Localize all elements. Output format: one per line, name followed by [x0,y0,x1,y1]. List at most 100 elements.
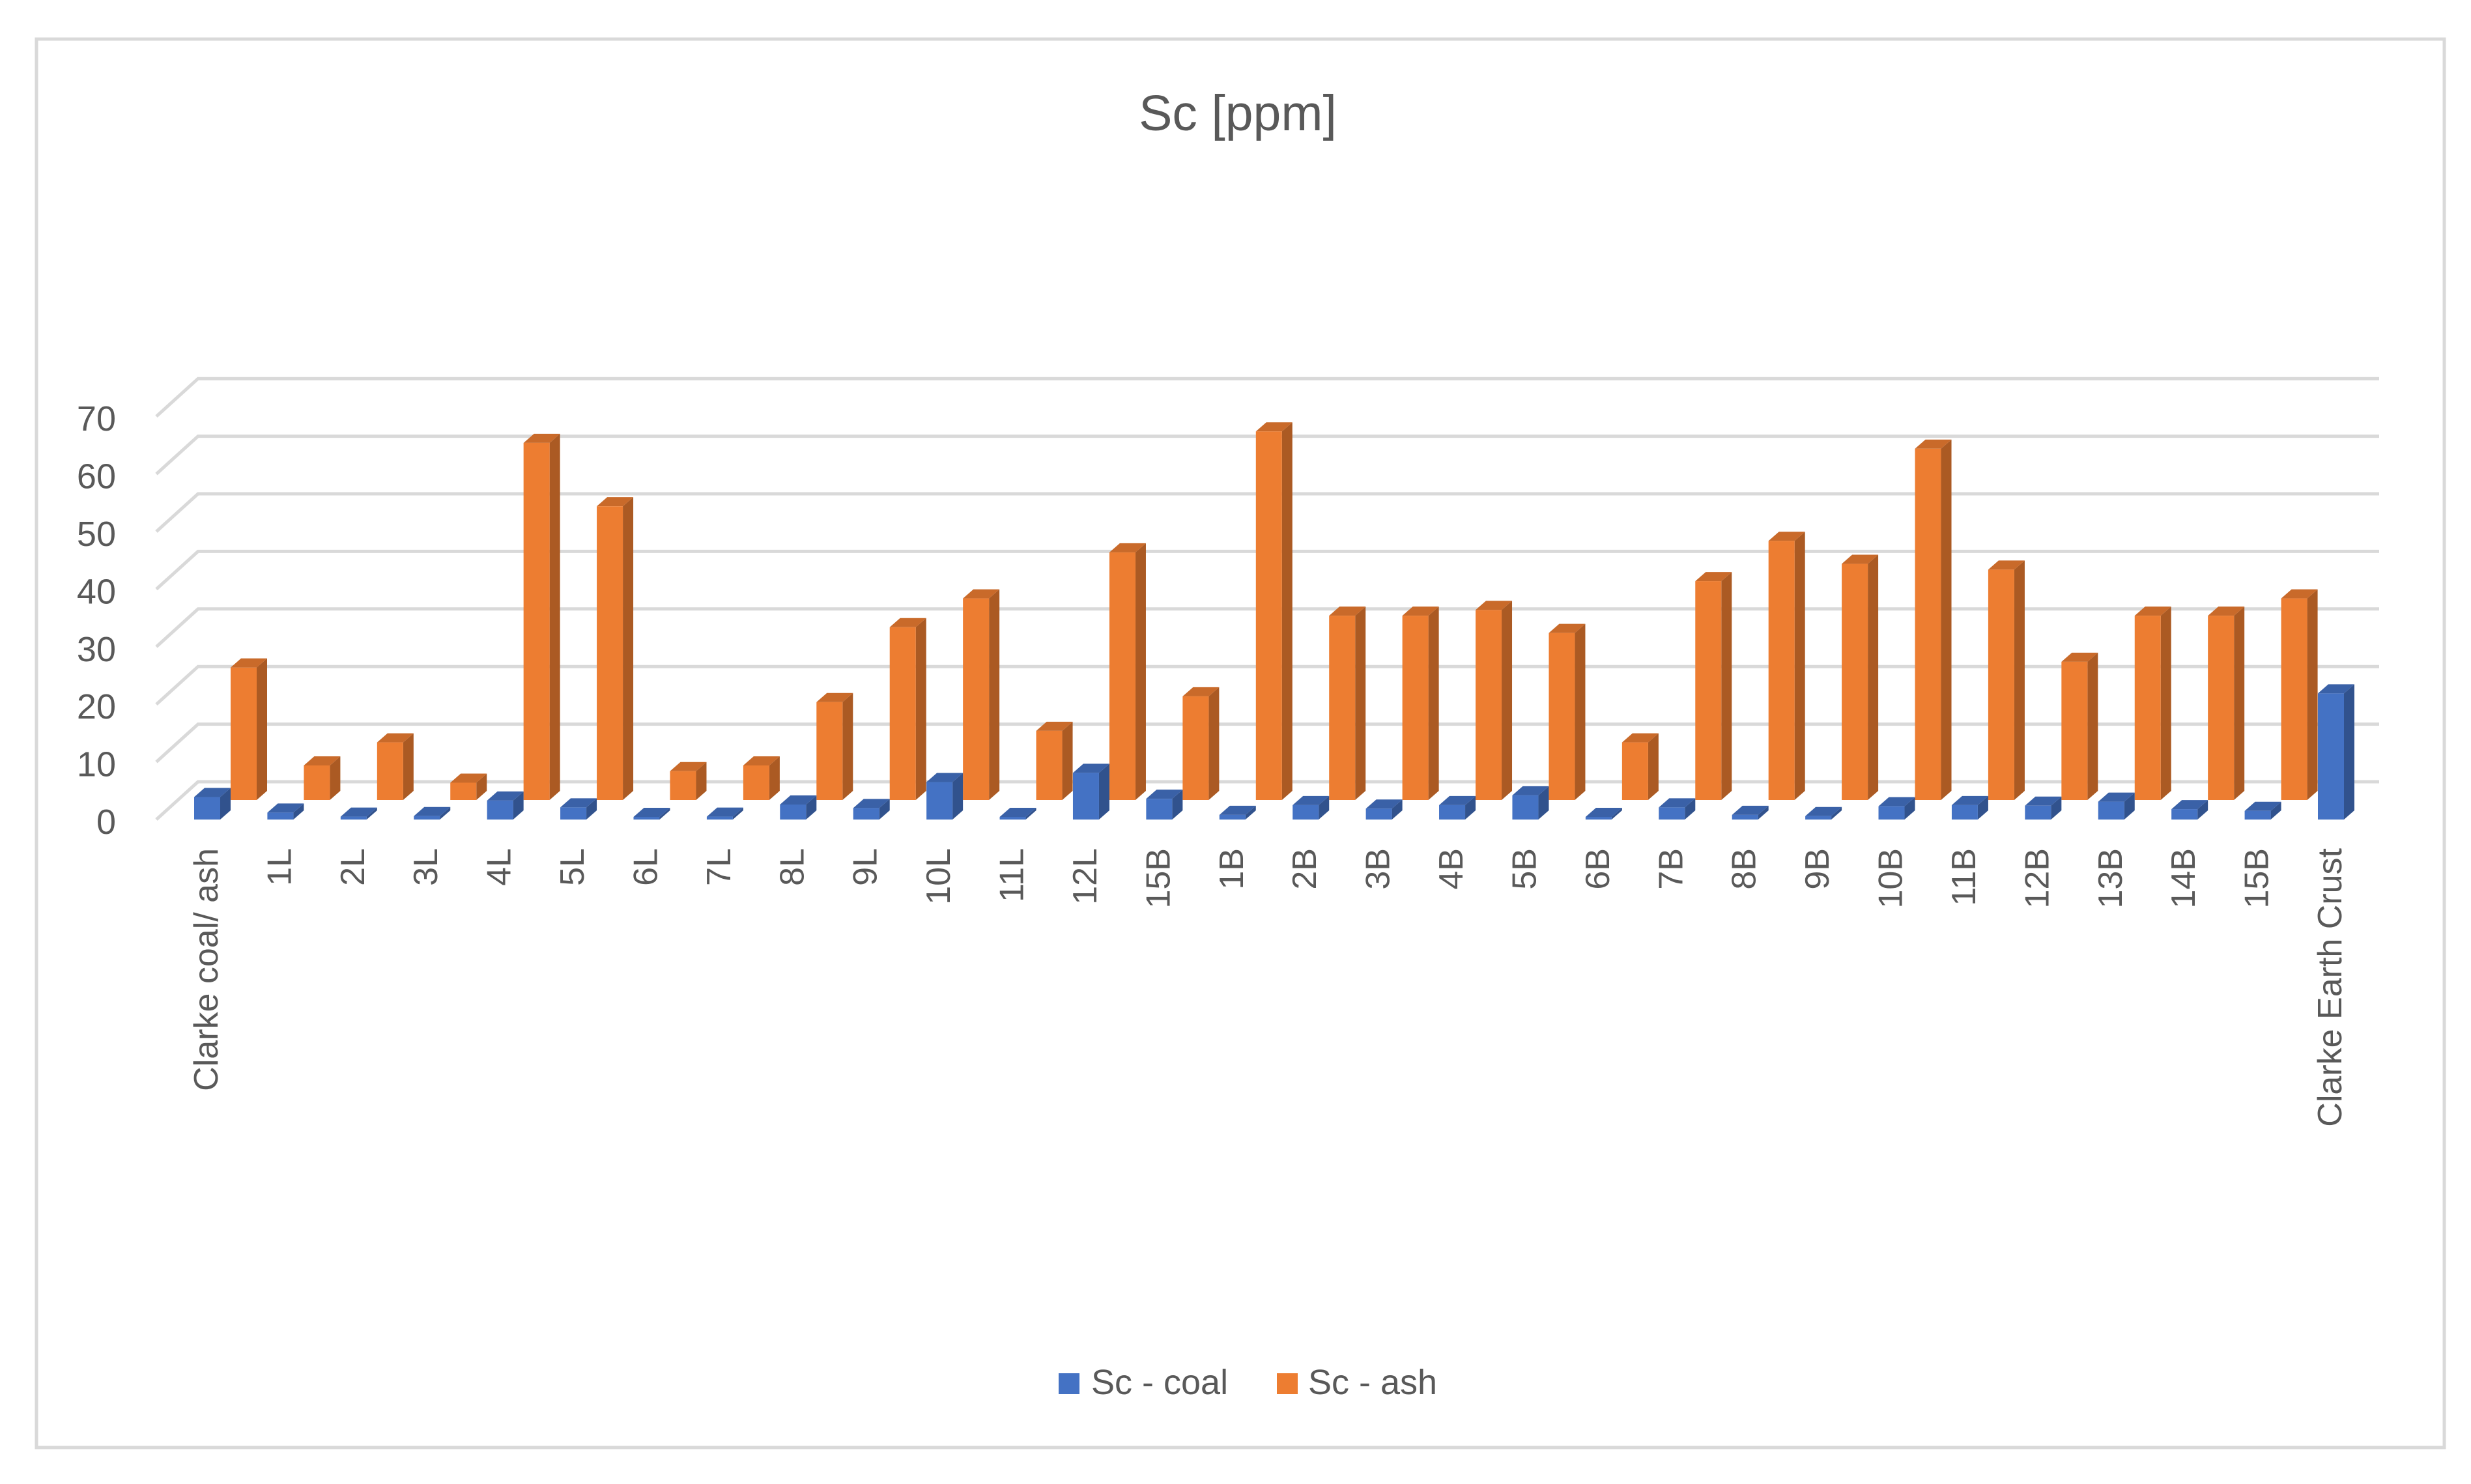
x-tick-label: 7L [700,848,738,886]
x-tick-label: 5L [554,848,592,886]
bar-sc-coal [2025,796,2062,820]
chart-border [35,37,2446,1449]
bar-sc-ash [231,658,267,800]
x-tick-label: 1L [261,848,298,886]
x-tick-label: 10B [1872,848,1910,909]
bar-sc-ash [670,762,707,800]
bar-sc-coal [2244,801,2281,820]
bar-sc-ash [1695,572,1732,800]
bar-sc-ash [304,756,341,800]
bar-sc-ash [1988,560,2025,800]
bar-sc-coal [1878,797,1915,820]
bar-sc-ash [1109,543,1146,800]
bar-sc-ash [963,589,1000,800]
x-tick-label: 8B [1726,848,1764,890]
x-tick-label: 11L [993,848,1031,902]
gridline [155,377,2379,418]
y-tick-label: 50 [77,515,116,554]
x-tick-label: 7B [1652,848,1690,890]
x-tick-label: Clarke coal/ ash [188,848,225,1091]
x-tick-label: 10L [920,848,958,905]
gridline [155,549,2379,591]
bar-sc-coal [560,798,597,820]
gridline [155,722,2379,763]
x-tick-label: 4B [1433,848,1470,890]
bar-sc-coal [2171,800,2208,820]
x-tick-label: 8L [773,848,811,886]
bar-sc-coal [1439,795,1476,820]
gridline [155,435,2379,476]
bar-sc-ash [816,692,853,800]
bar-sc-coal [2318,684,2354,820]
x-tick-label: 12B [2018,848,2056,909]
bar-sc-coal [1732,805,1769,820]
bar-sc-ash [1768,532,1805,800]
x-tick-label: 12L [1066,848,1104,905]
bar-sc-coal [1219,805,1256,820]
bar-sc-coal [414,806,451,820]
legend-swatch-sc-coal [1059,1373,1079,1394]
x-tick-label: Clarke Earth Crust [2311,848,2349,1126]
legend-swatch-sc-ash [1277,1373,1298,1394]
bar-sc-ash [1549,623,1586,800]
bar-sc-coal [1805,806,1842,820]
x-tick-label: 1B [1213,848,1251,890]
x-tick-label: 15B [1139,848,1177,909]
x-tick-label: 3L [407,848,445,886]
legend-label-sc-ash: Sc - ash [1308,1363,1437,1402]
bars [194,422,2354,820]
x-tick-label: 9L [847,848,885,886]
bar-sc-coal [1072,763,1109,820]
bar-sc-ash [889,618,926,800]
bar-sc-coal [487,791,524,820]
bar-sc-coal [706,807,743,820]
legend: Sc - coal Sc - ash [1059,1363,1437,1402]
bar-sc-coal [999,808,1036,820]
x-tick-label: 15B [2238,848,2276,909]
y-tick-label: 20 [77,687,116,726]
bar-sc-ash [2134,606,2171,800]
y-tick-label: 60 [77,457,116,496]
bar-sc-coal [853,799,890,820]
x-tick-label: 5B [1506,848,1543,890]
bar-sc-ash [450,773,487,800]
y-tick-label: 10 [77,745,116,784]
y-tick-label: 70 [77,399,116,438]
bar-sc-coal [1365,799,1403,820]
x-tick-label: 2L [334,848,372,886]
y-tick-label: 40 [77,572,116,611]
bar-sc-ash [1402,606,1439,800]
legend-label-sc-coal: Sc - coal [1091,1363,1228,1402]
bar-sc-ash [1255,422,1293,800]
x-tick-label: 9B [1799,848,1836,890]
bar-sc-ash [2061,652,2098,800]
bar-sc-ash [1182,687,1220,800]
bar-sc-coal [926,773,964,820]
bar-sc-ash [523,433,560,800]
x-tick-label: 4L [481,848,519,886]
bar-sc-coal [340,807,377,820]
x-tick-label: 13B [2092,848,2130,909]
bar-sc-coal [1951,795,1988,820]
bar-sc-ash [1915,439,1952,800]
bar-sc-ash [743,756,780,800]
bar-sc-coal [1585,808,1622,820]
bar-sc-ash [1476,601,1513,800]
x-tick-label: 11B [1945,848,1983,906]
gridline [155,492,2379,533]
bar-sc-ash [597,497,634,800]
bar-sc-coal [633,808,670,820]
bar-sc-ash [2208,606,2245,800]
x-tick-label: 6L [627,848,664,886]
bar-sc-ash [1329,606,1366,800]
bar-sc-ash [1036,721,1073,800]
gridline [155,664,2379,706]
x-tick-label: 6B [1579,848,1617,890]
bar-sc-coal [1659,798,1696,820]
chart-title: Sc [ppm] [1139,85,1337,141]
bar-sc-ash [2281,589,2318,800]
y-tick-label: 0 [96,803,116,842]
bar-sc-coal [2098,792,2135,820]
